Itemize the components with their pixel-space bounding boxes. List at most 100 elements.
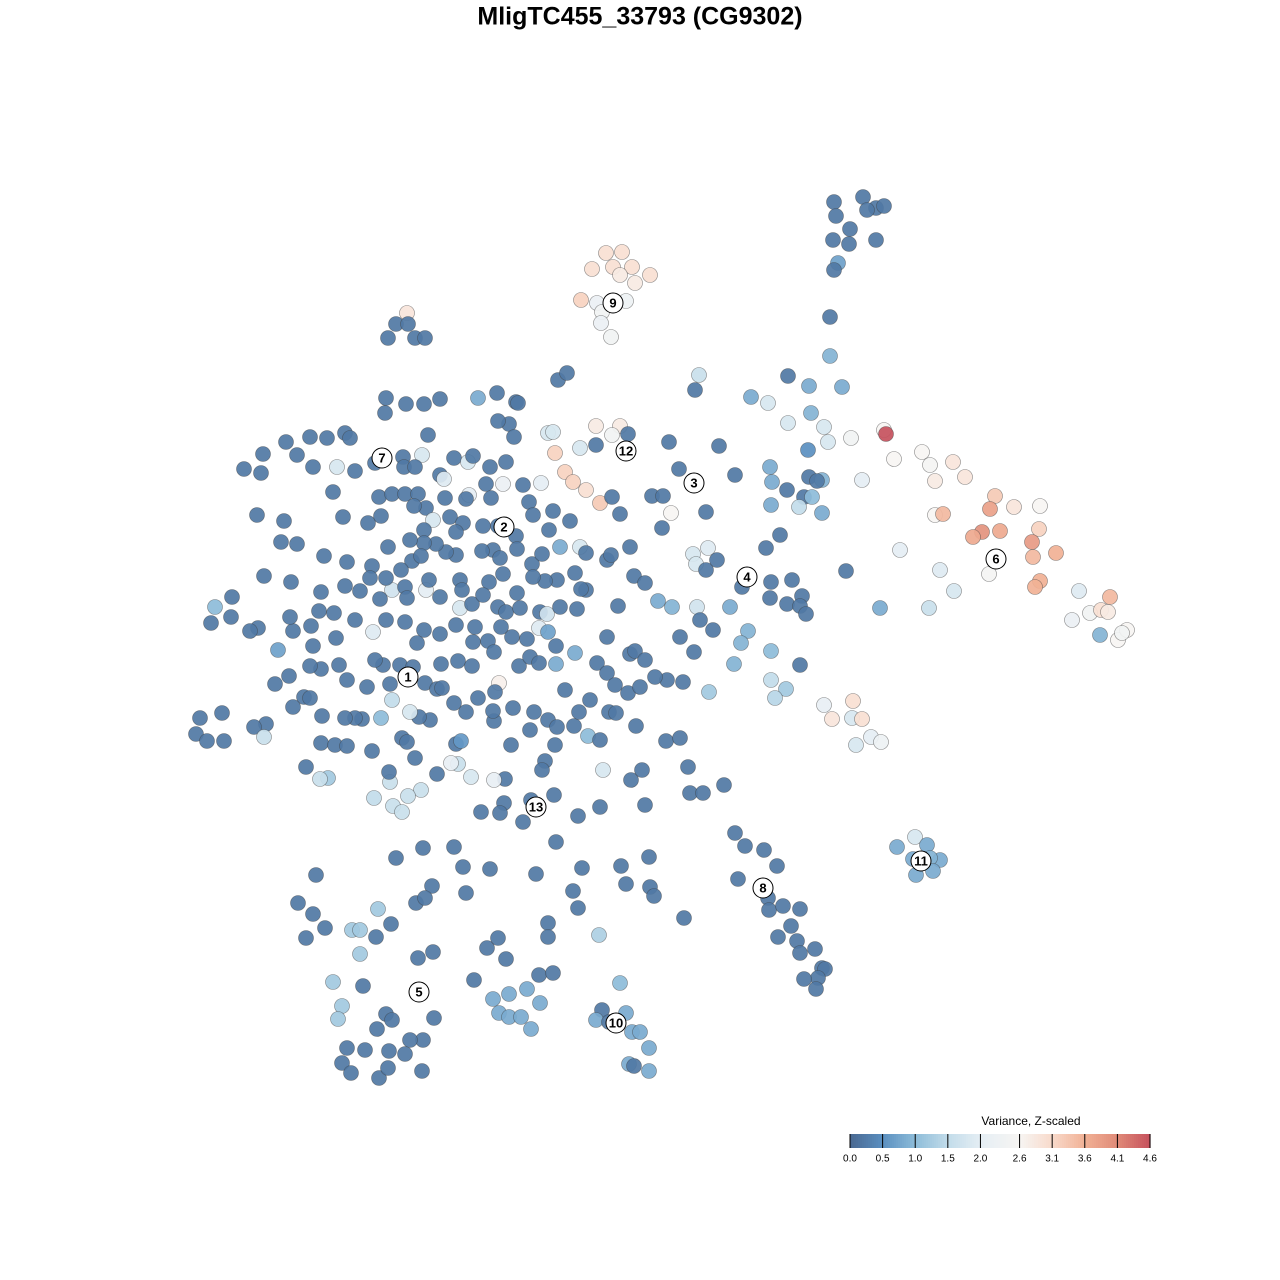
point (588, 418, 604, 434)
point (567, 565, 583, 581)
point (513, 1009, 529, 1025)
point (533, 475, 549, 491)
point (498, 951, 514, 967)
colorbar-segment (856, 1134, 859, 1148)
point (680, 759, 696, 775)
point (672, 730, 688, 746)
colorbar-segment (956, 1134, 959, 1148)
point (448, 617, 464, 633)
point (303, 618, 319, 634)
point (409, 635, 425, 651)
point (599, 629, 615, 645)
point (571, 704, 587, 720)
point (509, 541, 525, 557)
colorbar-segment (942, 1134, 945, 1148)
point (1024, 534, 1040, 550)
cluster-label: 13 (529, 799, 543, 814)
point (627, 275, 643, 291)
point (489, 385, 505, 401)
point (854, 711, 870, 727)
point (637, 575, 653, 591)
point (312, 771, 328, 787)
point (490, 930, 506, 946)
colorbar-segment (1072, 1134, 1075, 1148)
point (588, 1012, 604, 1028)
colorbar-tick-label: 2.6 (1013, 1154, 1027, 1165)
cluster-label: 9 (609, 295, 616, 310)
colorbar-tick-label: 1.5 (941, 1154, 955, 1165)
point (465, 634, 481, 650)
colorbar-segment (924, 1134, 927, 1148)
point (319, 430, 335, 446)
point (223, 609, 239, 625)
point (479, 940, 495, 956)
point (314, 708, 330, 724)
point (397, 1046, 413, 1062)
point (626, 1058, 642, 1074)
colorbar-tick-label: 0.0 (843, 1154, 857, 1165)
point (253, 465, 269, 481)
point (339, 738, 355, 754)
point (547, 445, 563, 461)
point (671, 461, 687, 477)
point (763, 643, 779, 659)
point (622, 539, 638, 555)
colorbar-segment (952, 1134, 955, 1148)
point (623, 772, 639, 788)
point (592, 732, 608, 748)
point (522, 722, 538, 738)
point (784, 572, 800, 588)
colorbar-segment (1128, 1134, 1131, 1148)
point (620, 426, 636, 442)
colorbar-segment (1138, 1134, 1141, 1148)
point (515, 477, 531, 493)
point (362, 570, 378, 586)
point (255, 446, 271, 462)
point (822, 348, 838, 364)
point (490, 413, 506, 429)
point (454, 582, 470, 598)
colorbar-tick-label: 3.6 (1078, 1154, 1092, 1165)
colorbar-segment (1042, 1134, 1045, 1148)
point (632, 679, 648, 695)
colorbar-segment (1092, 1134, 1095, 1148)
colorbar-segment (932, 1134, 935, 1148)
colorbar-segment (1030, 1134, 1033, 1148)
colorbar-segment (860, 1134, 863, 1148)
colorbar-segment (1036, 1134, 1039, 1148)
colorbar-segment (1022, 1134, 1025, 1148)
point (486, 772, 502, 788)
point (927, 473, 943, 489)
point (339, 672, 355, 688)
point (1071, 583, 1087, 599)
point (366, 790, 382, 806)
colorbar-segment (1088, 1134, 1091, 1148)
point (302, 658, 318, 674)
point (838, 563, 854, 579)
point (467, 619, 483, 635)
point (534, 546, 550, 562)
point (267, 676, 283, 692)
point (778, 681, 794, 697)
point (425, 512, 441, 528)
point (803, 405, 819, 421)
point (582, 692, 598, 708)
colorbar-segment (866, 1134, 869, 1148)
point (628, 718, 644, 734)
colorbar-segment (1008, 1134, 1011, 1148)
point (565, 474, 581, 490)
colorbar-segment (1038, 1134, 1041, 1148)
colorbar-segment (1010, 1134, 1013, 1148)
point (521, 494, 537, 510)
point (188, 726, 204, 742)
point (370, 901, 386, 917)
point (922, 457, 938, 473)
cluster-badge (985, 548, 1007, 570)
point (1100, 604, 1116, 620)
point (686, 644, 702, 660)
point (305, 638, 321, 654)
point (394, 804, 410, 820)
point (547, 737, 563, 753)
point (841, 236, 857, 252)
